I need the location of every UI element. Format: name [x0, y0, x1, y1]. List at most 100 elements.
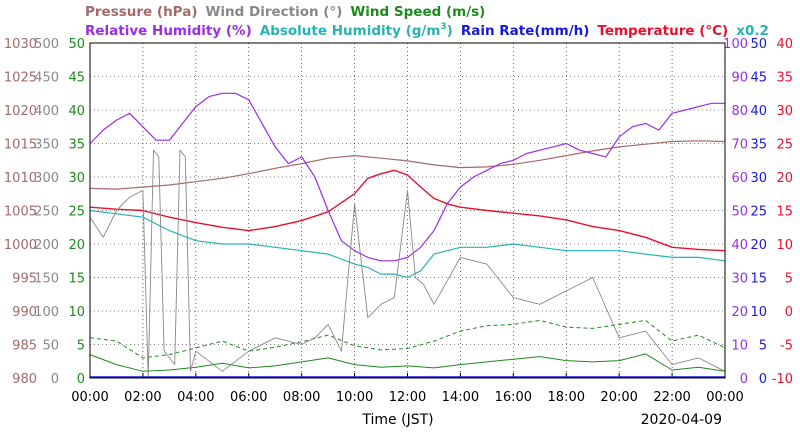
tick-label-temp: 10 [776, 238, 793, 253]
tick-label-rain: 50 [750, 37, 767, 52]
tick-label-temp: -10 [772, 372, 793, 387]
tick-label-pressure: 1010 [4, 171, 37, 186]
tick-label-rh: 50 [731, 205, 748, 220]
tick-label-wind-speed: 30 [68, 171, 85, 186]
tick-label-pressure: 985 [12, 339, 37, 354]
tick-label-pressure: 995 [12, 272, 37, 287]
legend-line-1: Pressure (hPa) Wind Direction (°) Wind Spe… [85, 4, 485, 20]
x-tick-label: 04:00 [177, 390, 214, 405]
tick-label-temp: 30 [776, 104, 793, 119]
x-axis-title: Time (JST) [361, 412, 433, 428]
tick-label-temp: 15 [776, 205, 793, 220]
x-tick-label: 06:00 [230, 390, 267, 405]
tick-label-wind-dir: 0 [51, 372, 59, 387]
tick-label-pressure: 990 [12, 305, 37, 320]
x-tick-label: 22:00 [653, 390, 690, 405]
tick-label-wind-dir: 300 [34, 171, 59, 186]
tick-label-temp: 0 [785, 305, 793, 320]
series-line-pressure [89, 140, 726, 190]
legend-temperature: Temperature (°C) [597, 23, 728, 39]
tick-label-pressure: 1020 [4, 104, 37, 119]
tick-label-wind-dir: 500 [34, 37, 59, 52]
tick-label-temp: 5 [785, 272, 793, 287]
tick-label-temp: -5 [780, 339, 793, 354]
x-tick-label: 18:00 [548, 390, 585, 405]
left-axes: 9809859909951000100510101015102010251030… [4, 37, 85, 387]
tick-label-wind-speed: 40 [68, 104, 85, 119]
tick-label-temp: 35 [776, 71, 793, 86]
tick-label-wind-dir: 200 [34, 238, 59, 253]
tick-label-rain: 15 [750, 272, 767, 287]
legend-line-2: Relative Humidity (%) Absolute Humidity (… [85, 22, 769, 39]
tick-label-rain: 45 [750, 71, 767, 86]
tick-label-temp: 40 [776, 37, 793, 52]
tick-label-wind-speed: 35 [68, 138, 85, 153]
tick-label-wind-speed: 10 [68, 305, 85, 320]
legend-absolute-humidity: Absolute Humidity (g/m [260, 23, 441, 39]
tick-label-rh: 70 [731, 138, 748, 153]
series-line-rh [89, 92, 725, 262]
x-tick-label: 20:00 [600, 390, 637, 405]
tick-label-pressure: 1015 [4, 138, 37, 153]
tick-label-rh: 10 [731, 339, 748, 354]
tick-label-wind-speed: 0 [77, 372, 85, 387]
tick-label-rh: 0 [740, 372, 748, 387]
series-line-ah [89, 209, 726, 279]
tick-label-wind-dir: 350 [34, 138, 59, 153]
tick-label-pressure: 1005 [4, 205, 37, 220]
tick-label-wind-dir: 150 [34, 272, 59, 287]
date-label: 2020-04-09 [641, 412, 722, 428]
series-line-wind-speed [89, 353, 726, 372]
tick-label-pressure: 1025 [4, 71, 37, 86]
tick-label-rain: 30 [750, 171, 767, 186]
legend-rain-rate: Rain Rate(mm/h) [461, 23, 590, 39]
x-tick-label: 10:00 [336, 390, 373, 405]
x-tick-label: 16:00 [495, 390, 532, 405]
tick-label-rain: 25 [750, 205, 767, 220]
legend-wind-speed: Wind Speed (m/s) [350, 4, 485, 20]
tick-label-rh: 30 [731, 272, 748, 287]
tick-label-pressure: 1030 [4, 37, 37, 52]
series-line-wind-dir [89, 149, 726, 379]
tick-label-rain: 10 [750, 305, 767, 320]
legend-scale-note: x0.2 [736, 23, 769, 39]
tick-label-rh: 90 [731, 71, 748, 86]
x-axis-ticks: 00:00 02:00 04:00 06:00 08:00 10:00 12:00 14:00… [71, 373, 744, 405]
tick-label-rh: 100 [723, 37, 748, 52]
tick-label-wind-speed: 25 [68, 205, 85, 220]
tick-label-wind-speed: 45 [68, 71, 85, 86]
tick-label-wind-dir: 400 [34, 104, 59, 119]
tick-label-temp: 25 [776, 138, 793, 153]
legend-absolute-humidity-sup: 3 [440, 22, 446, 32]
tick-label-rh: 20 [731, 305, 748, 320]
legend-relative-humidity: Relative Humidity (%) [85, 23, 252, 39]
tick-label-rh: 60 [731, 171, 748, 186]
tick-label-wind-speed: 15 [68, 272, 85, 287]
tick-label-wind-speed: 5 [77, 339, 85, 354]
right-axes: 0102030405060708090100051015202530354045… [723, 37, 793, 387]
tick-label-rain: 35 [750, 138, 767, 153]
x-tick-label: 00:00 [71, 390, 108, 405]
series-line-wind-gust [89, 319, 726, 359]
tick-label-temp: 20 [776, 171, 793, 186]
tick-label-rh: 80 [731, 104, 748, 119]
tick-label-rain: 0 [759, 372, 767, 387]
tick-label-rain: 5 [759, 339, 767, 354]
x-tick-label: 12:00 [389, 390, 426, 405]
tick-label-rain: 40 [750, 104, 767, 119]
tick-label-pressure: 1000 [4, 238, 37, 253]
x-tick-label: 02:00 [124, 390, 161, 405]
tick-label-pressure: 980 [12, 372, 37, 387]
tick-label-wind-dir: 100 [34, 305, 59, 320]
legend-pressure: Pressure (hPa) [85, 4, 198, 20]
tick-label-rain: 20 [750, 238, 767, 253]
x-tick-label: 00:00 [706, 390, 743, 405]
series-lines [89, 92, 726, 379]
tick-label-wind-speed: 20 [68, 238, 85, 253]
plot-frame [89, 42, 726, 379]
x-tick-label: 08:00 [283, 390, 320, 405]
tick-label-wind-speed: 50 [68, 37, 85, 52]
series-line-temp [89, 169, 726, 252]
